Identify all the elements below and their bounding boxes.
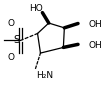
Text: S: S (14, 35, 20, 45)
Text: O: O (7, 19, 14, 28)
Text: H₂N: H₂N (36, 71, 53, 80)
Text: OH: OH (89, 41, 102, 50)
Text: OH: OH (89, 20, 102, 29)
Text: HO: HO (29, 4, 43, 13)
Text: O: O (7, 53, 14, 62)
